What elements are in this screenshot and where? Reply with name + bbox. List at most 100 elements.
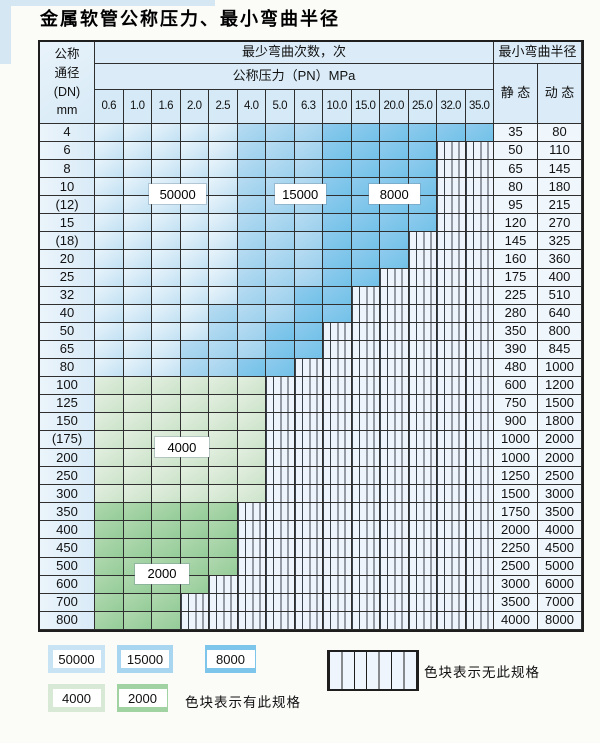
spec-cell xyxy=(152,232,181,251)
no-spec-cell xyxy=(408,431,437,450)
no-spec-cell xyxy=(437,178,466,197)
spec-cell xyxy=(237,322,266,341)
spec-cell xyxy=(95,322,124,341)
spec-cell xyxy=(180,232,209,251)
spec-cell xyxy=(123,593,152,612)
no-spec-cell xyxy=(408,322,437,341)
dynamic-radius-value: 1000 xyxy=(538,358,582,377)
dn-label: 65 xyxy=(40,340,95,359)
no-spec-cell xyxy=(465,142,494,161)
spec-cell xyxy=(95,304,124,323)
spec-cell xyxy=(323,142,352,161)
no-spec-cell xyxy=(465,250,494,269)
no-spec-cell xyxy=(294,521,323,540)
static-radius-value: 120 xyxy=(494,214,538,233)
no-spec-cell xyxy=(465,449,494,468)
no-spec-cell xyxy=(266,431,295,450)
bend-cycles-header: 最少弯曲次数，次 xyxy=(95,42,494,64)
dynamic-radius-value: 1200 xyxy=(538,376,582,395)
no-spec-cell xyxy=(465,557,494,576)
dynamic-radius-value: 1800 xyxy=(538,413,582,432)
dn-label: 20 xyxy=(40,250,95,269)
no-spec-cell xyxy=(465,539,494,558)
spec-cell xyxy=(152,340,181,359)
spec-cell xyxy=(209,268,238,287)
spec-cell xyxy=(95,376,124,395)
spec-cell xyxy=(323,196,352,215)
pressure-col-header-4.0: 4.0 xyxy=(237,90,266,124)
spec-cell xyxy=(323,124,352,143)
no-spec-cell xyxy=(380,304,409,323)
static-radius-value: 4000 xyxy=(494,611,538,630)
no-spec-cell xyxy=(294,539,323,558)
no-spec-cell xyxy=(465,394,494,413)
spec-cell xyxy=(266,304,295,323)
spec-cell xyxy=(180,521,209,540)
dn-label: 450 xyxy=(40,539,95,558)
spec-cell xyxy=(180,413,209,432)
no-spec-cell xyxy=(408,467,437,486)
spec-cell xyxy=(123,394,152,413)
dynamic-radius-value: 4000 xyxy=(538,521,582,540)
no-spec-cell xyxy=(351,575,380,594)
dn-label: 40 xyxy=(40,304,95,323)
min-bend-radius-header: 最小弯曲半径 xyxy=(494,42,582,64)
spec-cell xyxy=(180,160,209,179)
no-spec-cell xyxy=(323,467,352,486)
no-spec-cell xyxy=(266,376,295,395)
no-spec-cell xyxy=(380,485,409,504)
dn-label: 8 xyxy=(40,160,95,179)
no-spec-cell xyxy=(294,376,323,395)
no-spec-cell xyxy=(437,557,466,576)
spec-cell xyxy=(209,539,238,558)
spec-cell xyxy=(294,142,323,161)
spec-cell xyxy=(266,358,295,377)
dn-corner-header-line: mm xyxy=(56,103,78,118)
dynamic-radius-value: 510 xyxy=(538,286,582,305)
no-spec-cell xyxy=(294,593,323,612)
no-spec-cell xyxy=(380,593,409,612)
dn-label: 600 xyxy=(40,575,95,594)
no-spec-cell xyxy=(323,521,352,540)
dn-label: 32 xyxy=(40,286,95,305)
spec-cell xyxy=(209,286,238,305)
spec-cell xyxy=(237,214,266,233)
dynamic-radius-value: 7000 xyxy=(538,593,582,612)
dynamic-radius-value: 180 xyxy=(538,178,582,197)
spec-cell xyxy=(209,376,238,395)
spec-cell xyxy=(123,467,152,486)
spec-cell xyxy=(209,322,238,341)
pressure-col-header-2.5: 2.5 xyxy=(209,90,238,124)
no-spec-cell xyxy=(408,268,437,287)
spec-cell xyxy=(237,413,266,432)
static-radius-value: 3000 xyxy=(494,575,538,594)
no-spec-cell xyxy=(408,413,437,432)
spec-cell xyxy=(408,124,437,143)
zone-label-8000: 8000 xyxy=(368,184,420,205)
spec-cell xyxy=(180,322,209,341)
spec-cell xyxy=(266,268,295,287)
static-radius-value: 480 xyxy=(494,358,538,377)
spec-cell xyxy=(123,232,152,251)
spec-cell xyxy=(380,124,409,143)
no-spec-cell xyxy=(408,340,437,359)
spec-cell xyxy=(123,413,152,432)
spec-cell xyxy=(237,124,266,143)
no-spec-cell xyxy=(437,431,466,450)
spec-cell xyxy=(180,376,209,395)
spec-cell xyxy=(294,340,323,359)
pressure-col-header-0.6: 0.6 xyxy=(95,90,124,124)
dn-label: 4 xyxy=(40,124,95,143)
no-spec-cell xyxy=(237,575,266,594)
spec-cell xyxy=(95,394,124,413)
no-spec-cell xyxy=(408,611,437,630)
dn-label: 100 xyxy=(40,376,95,395)
pressure-col-header-32.0: 32.0 xyxy=(437,90,466,124)
legend-no-spec-text: 色块表示无此规格 xyxy=(424,665,540,680)
no-spec-cell xyxy=(294,611,323,630)
no-spec-cell xyxy=(465,431,494,450)
pressure-col-header-10.0: 10.0 xyxy=(323,90,352,124)
no-spec-cell xyxy=(465,196,494,215)
spec-cell xyxy=(95,539,124,558)
spec-cell xyxy=(95,575,124,594)
